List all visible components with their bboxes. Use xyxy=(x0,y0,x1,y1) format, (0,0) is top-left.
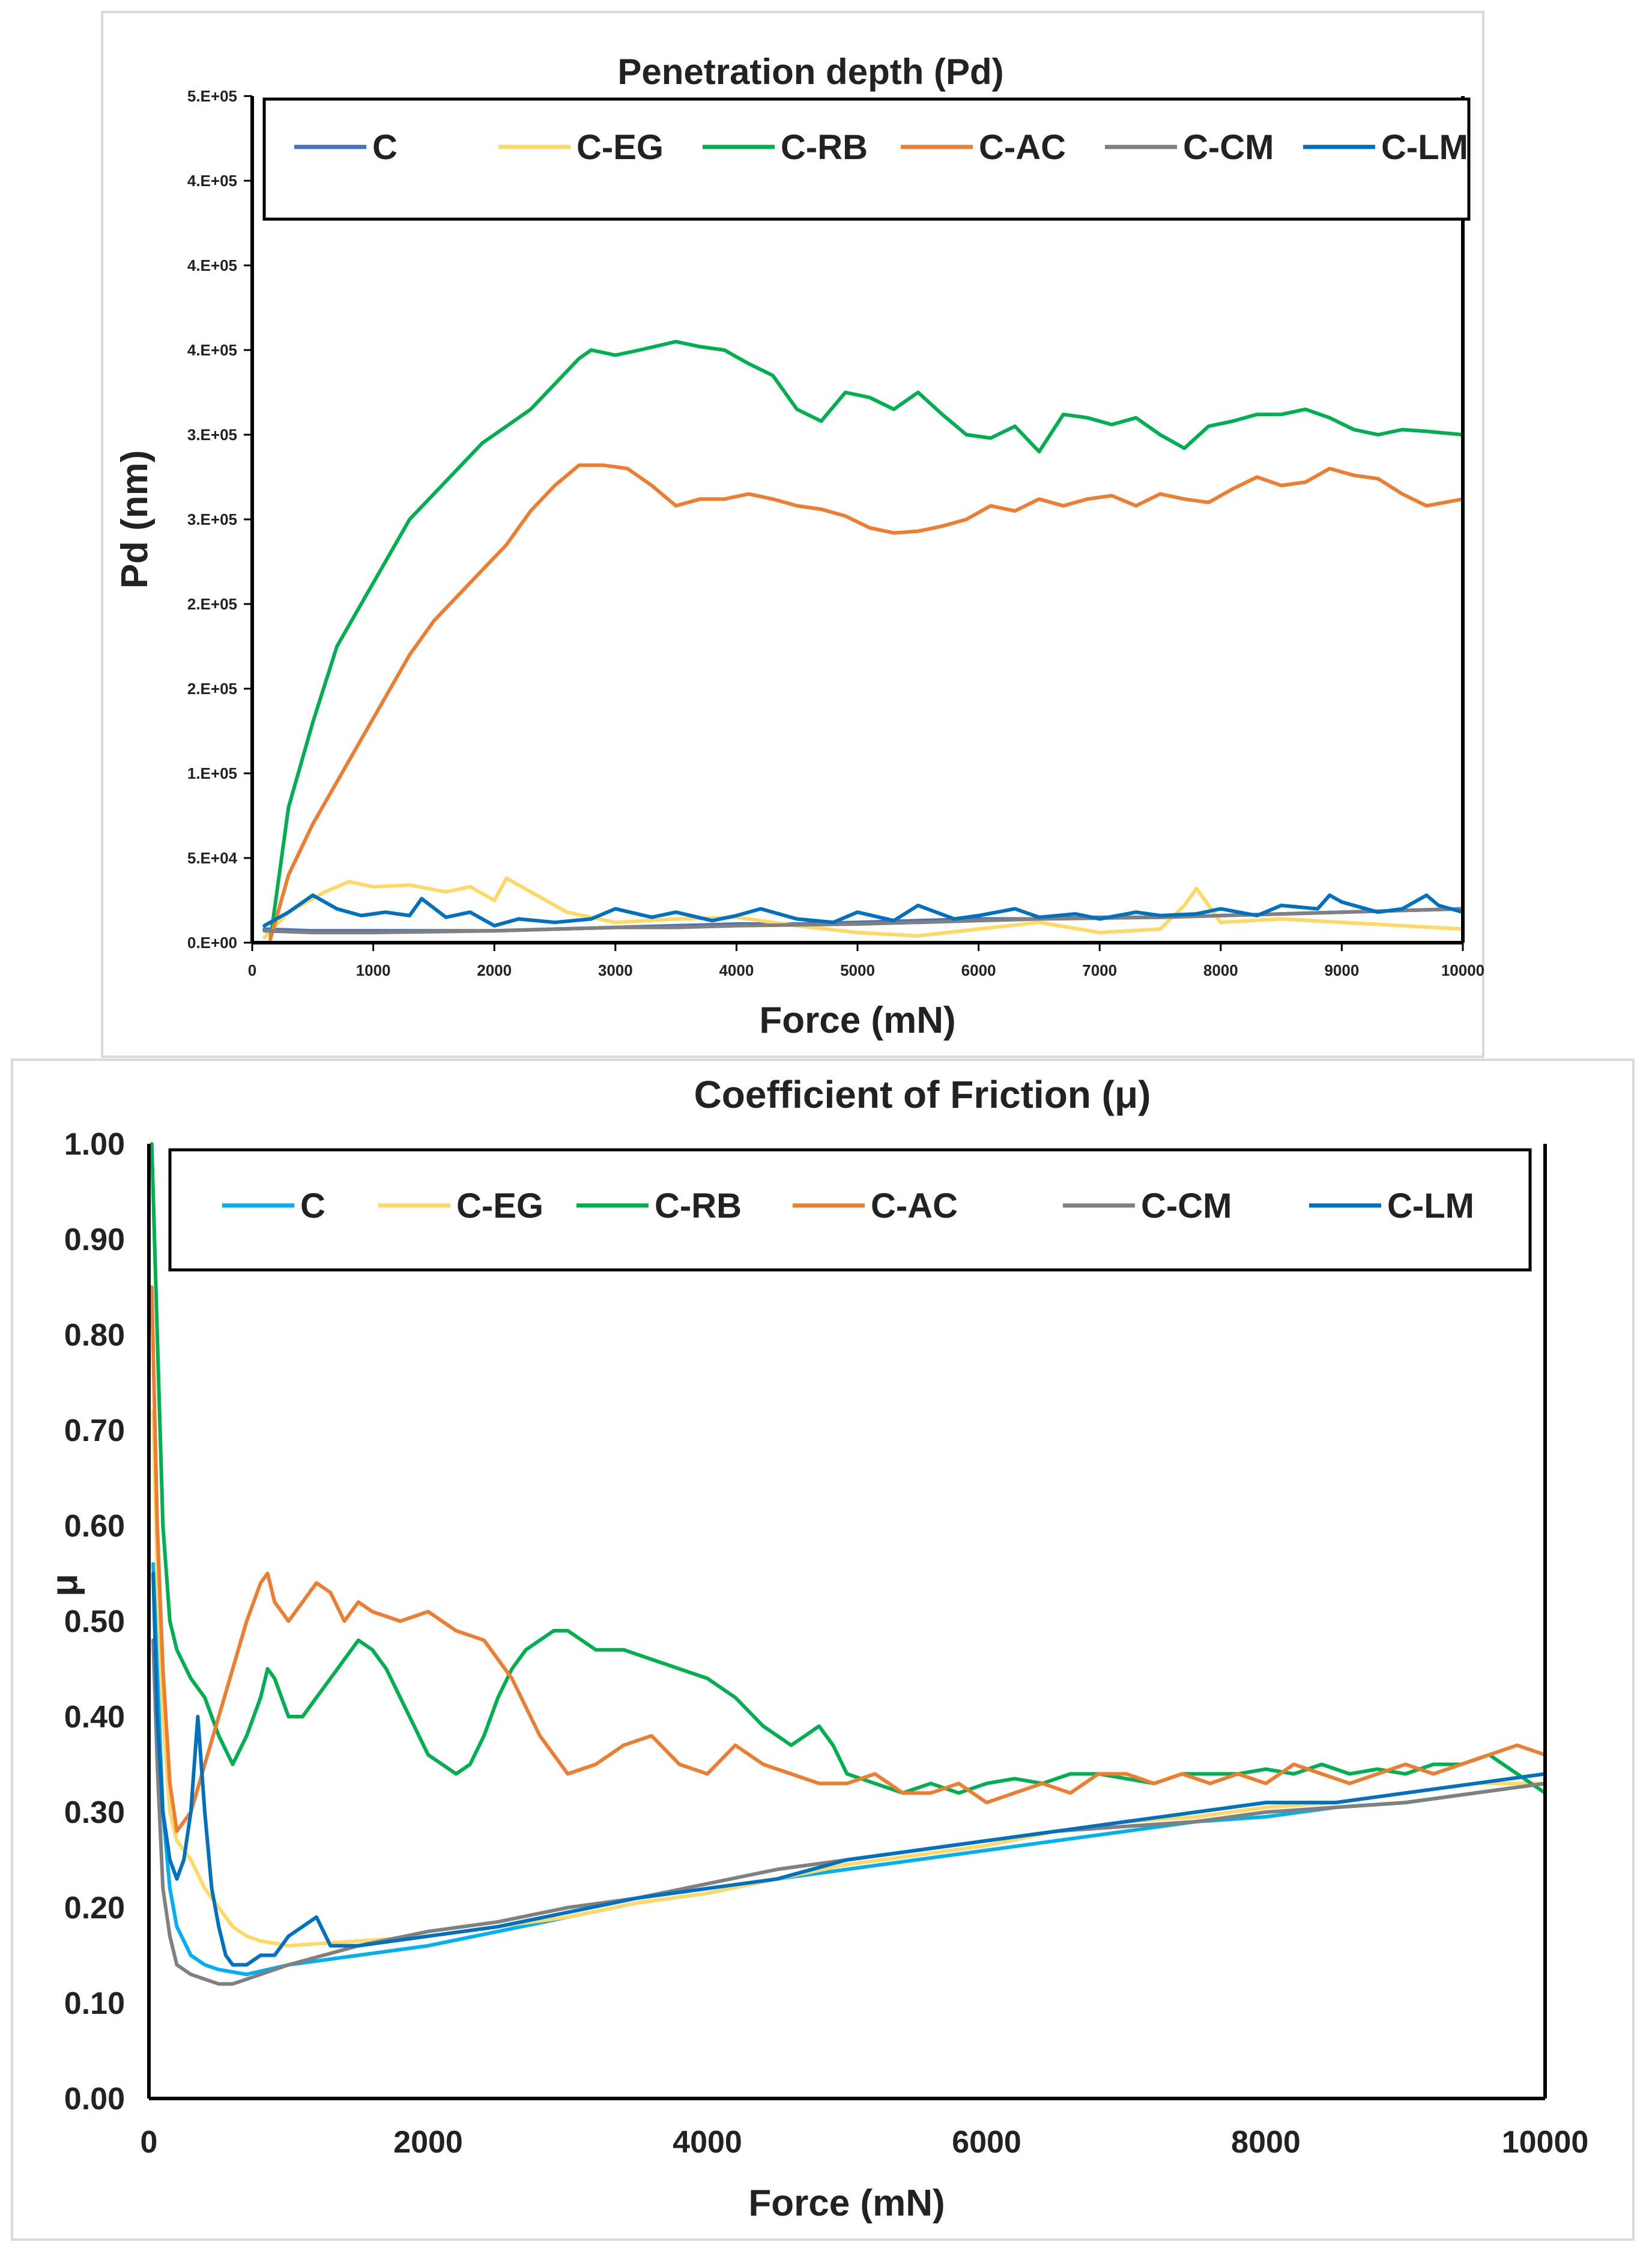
chart-2-y-tick-label: 0.30 xyxy=(64,1795,125,1830)
chart-1-x-tick-label: 7000 xyxy=(1082,961,1117,979)
chart-2-x-tick-label: 4000 xyxy=(673,2125,742,2160)
chart-2-series xyxy=(150,1142,1547,1986)
chart-1-y-tick-label: 4.E+05 xyxy=(187,172,237,190)
chart-1-legend: C C-EG C-RB C-AC C-CM C-LM xyxy=(294,128,1468,167)
chart-1-y-tick-label: 3.E+05 xyxy=(187,510,237,528)
chart-1-y-tick-label: 2.E+05 xyxy=(187,680,237,698)
chart-2-x-tick-label: 10000 xyxy=(1502,2125,1589,2160)
chart-2-series-c-eg xyxy=(151,1409,1547,1948)
chart-2-legend-label-c-eg: C-EG xyxy=(456,1186,543,1225)
chart-2-legend-label-c-lm: C-LM xyxy=(1387,1186,1474,1225)
chart-1-x-tick-label: 6000 xyxy=(961,961,996,979)
chart-1-y-axis-label: Pd (nm) xyxy=(114,450,156,589)
chart-2-legend: C C-EG C-RB C-AC C-CM C-LM xyxy=(222,1186,1474,1225)
chart-1-x-tick-label: 10000 xyxy=(1441,961,1484,979)
chart-1-legend-label-c: C xyxy=(372,128,398,167)
chart-2-legend-box xyxy=(168,1148,1532,1272)
chart-2-x-tick-label: 6000 xyxy=(952,2125,1021,2160)
chart-2-y-tick-label: 0.10 xyxy=(64,1986,125,2021)
chart-2-x-tick-label: 8000 xyxy=(1231,2125,1301,2160)
chart-1-legend-label-c-cm: C-CM xyxy=(1183,128,1274,167)
chart-1-x-tick-label: 3000 xyxy=(598,961,633,979)
chart-1-x-axis-label: Force (mN) xyxy=(759,1000,955,1041)
chart-1-y-tick-label: 1.E+05 xyxy=(187,764,237,782)
chart-1-x-ticks: 0 1000 2000 3000 4000 5000 6000 7000 8000 9000 100… xyxy=(248,943,1484,979)
chart-1-y-tick-label: 4.E+05 xyxy=(187,341,237,359)
chart-2-x-tick-label: 0 xyxy=(141,2125,158,2160)
chart-1-x-tick-label: 0 xyxy=(248,961,256,979)
chart-2-x-axis-label: Force (mN) xyxy=(748,2183,945,2224)
chart-1-y-tick-label: 2.E+05 xyxy=(187,595,237,613)
chart-2-legend-label-c-rb: C-RB xyxy=(655,1186,742,1225)
chart-2-frame xyxy=(11,1059,1635,2241)
chart-1-y-tick-label: 0.E+00 xyxy=(187,934,237,952)
chart-1-x-tick-label: 5000 xyxy=(840,961,875,979)
chart-2-legend-label-c-cm: C-CM xyxy=(1141,1186,1232,1225)
chart-2-series-c-cm xyxy=(151,1638,1547,1986)
chart-1-legend-label-c-rb: C-RB xyxy=(781,128,868,167)
chart-1-y-tick-label: 5.E+04 xyxy=(187,849,238,867)
chart-1-y-tick-label: 3.E+05 xyxy=(187,426,237,444)
chart-2-y-tick-label: 0.60 xyxy=(64,1509,125,1544)
chart-1-y-tick-label: 5.E+05 xyxy=(187,87,237,105)
penetration-depth-chart: Penetration depth (Pd) 0.E+00 5.E+04 1.E+0… xyxy=(101,11,1484,1058)
chart-1-legend-label-c-lm: C-LM xyxy=(1381,128,1468,167)
chart-2-y-ticks: 0.00 0.10 0.20 0.30 0.40 0.50 0.60 0.70 0.80 0.90… xyxy=(64,1127,125,2117)
chart-1-x-tick-label: 8000 xyxy=(1203,961,1238,979)
chart-1-x-tick-label: 2000 xyxy=(477,961,512,979)
chart-1-legend-box xyxy=(262,97,1471,221)
chart-2-y-tick-label: 0.90 xyxy=(64,1222,125,1257)
coefficient-of-friction-chart: Coefficient of Friction (μ) 0.00 0.10 0.20… xyxy=(11,1059,1635,2241)
chart-2-y-tick-label: 0.70 xyxy=(64,1413,125,1448)
chart-2-series-c-rb xyxy=(150,1142,1547,1795)
chart-1-x-tick-label: 1000 xyxy=(356,961,391,979)
chart-1-legend-label-c-eg: C-EG xyxy=(576,128,664,167)
chart-2-y-tick-label: 0.00 xyxy=(64,2082,125,2117)
chart-1-series-c-rb xyxy=(268,339,1465,941)
chart-2-y-tick-label: 0.50 xyxy=(64,1604,125,1639)
chart-2-legend-label-c: C xyxy=(300,1186,325,1225)
chart-2-y-axis-label: μ xyxy=(44,1574,85,1597)
chart-1-legend-label-c-ac: C-AC xyxy=(979,128,1066,167)
chart-2-legend-label-c-ac: C-AC xyxy=(871,1186,958,1225)
chart-1-y-ticks: 0.E+00 5.E+04 1.E+05 2.E+05 2.E+05 3.E+05 3.E+… xyxy=(187,87,252,952)
chart-2-y-tick-label: 0.20 xyxy=(64,1891,125,1926)
chart-2-series-c-lm xyxy=(151,1571,1547,1967)
chart-1-x-tick-label: 4000 xyxy=(719,961,754,979)
chart-2-title: Coefficient of Friction (μ) xyxy=(694,1073,1151,1116)
chart-1-x-tick-label: 9000 xyxy=(1324,961,1359,979)
chart-2-y-tick-label: 0.80 xyxy=(64,1318,125,1353)
chart-1-series-c-ac xyxy=(268,463,1465,941)
chart-2-y-tick-label: 1.00 xyxy=(64,1127,125,1162)
chart-1-frame xyxy=(101,11,1484,1058)
chart-2-x-tick-label: 2000 xyxy=(393,2125,463,2160)
chart-1-title: Penetration depth (Pd) xyxy=(617,52,1003,92)
chart-2-y-tick-label: 0.40 xyxy=(64,1700,125,1735)
chart-1-series xyxy=(262,339,1465,941)
chart-1-y-tick-label: 4.E+05 xyxy=(187,256,237,274)
chart-2-x-ticks: 0 2000 4000 6000 8000 10000 xyxy=(141,2125,1589,2160)
chart-1-series-c-lm xyxy=(262,893,1465,928)
chart-2-series-c-ac xyxy=(150,1285,1547,1833)
